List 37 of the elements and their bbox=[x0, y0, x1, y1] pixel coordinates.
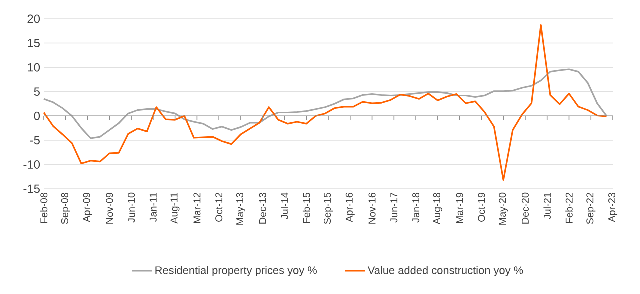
y-tick-label: -5 bbox=[30, 136, 40, 145]
x-tick-label: Mar-19 bbox=[456, 192, 464, 224]
y-tick-label: -15 bbox=[24, 184, 40, 194]
x-tick-label: Dec-20 bbox=[522, 192, 529, 224]
x-tick-label: Oct-19 bbox=[478, 192, 486, 222]
x-tick-label: Aug-18 bbox=[433, 192, 442, 225]
x-tick-label: Jan-18 bbox=[412, 192, 420, 223]
x-tick-label: Jul-14 bbox=[281, 192, 288, 220]
x-tick-label: Apr-23 bbox=[608, 192, 618, 222]
x-tick-label: Jan-11 bbox=[150, 193, 157, 222]
x-tick-label: Feb-22 bbox=[566, 193, 573, 224]
x-tick-label: Jun-17 bbox=[390, 193, 398, 223]
x-tick-label: Sep-08 bbox=[61, 192, 70, 224]
x-tick-label: Nov-16 bbox=[368, 192, 376, 224]
x-tick-label: Dec-13 bbox=[259, 192, 266, 224]
x-tick-label: Apr-09 bbox=[83, 192, 92, 222]
x-tick-label: Aug-11 bbox=[170, 193, 180, 224]
x-tick-label: Jul-21 bbox=[544, 193, 552, 220]
x-tick-label: Sep-22 bbox=[586, 193, 596, 224]
y-tick-label: 10 bbox=[28, 63, 40, 72]
y-tick-label: -10 bbox=[24, 160, 40, 169]
x-tick-label: May-13 bbox=[236, 192, 246, 225]
x-tick-label: Nov-09 bbox=[106, 192, 114, 224]
x-tick-label: Apr-16 bbox=[346, 192, 355, 222]
y-tick-label: 20 bbox=[28, 14, 40, 24]
x-tick-label: May-20 bbox=[499, 192, 508, 225]
x-tick-label: Sep-15 bbox=[324, 192, 334, 224]
x-tick-label: Mar-12 bbox=[194, 193, 201, 224]
legend-label: Residential property prices yoy % bbox=[156, 266, 318, 276]
x-tick-label: Oct-12 bbox=[216, 193, 223, 222]
y-tick-label: 15 bbox=[28, 39, 40, 48]
y-tick-label: 5 bbox=[34, 88, 40, 96]
y-tick-label: 0 bbox=[34, 112, 40, 120]
x-tick-label: Feb-08 bbox=[40, 192, 48, 224]
x-tick-label: Feb-15 bbox=[302, 192, 310, 224]
x-tick-label: Jun-10 bbox=[128, 192, 136, 223]
legend-label: Value added construction yoy % bbox=[368, 266, 524, 276]
